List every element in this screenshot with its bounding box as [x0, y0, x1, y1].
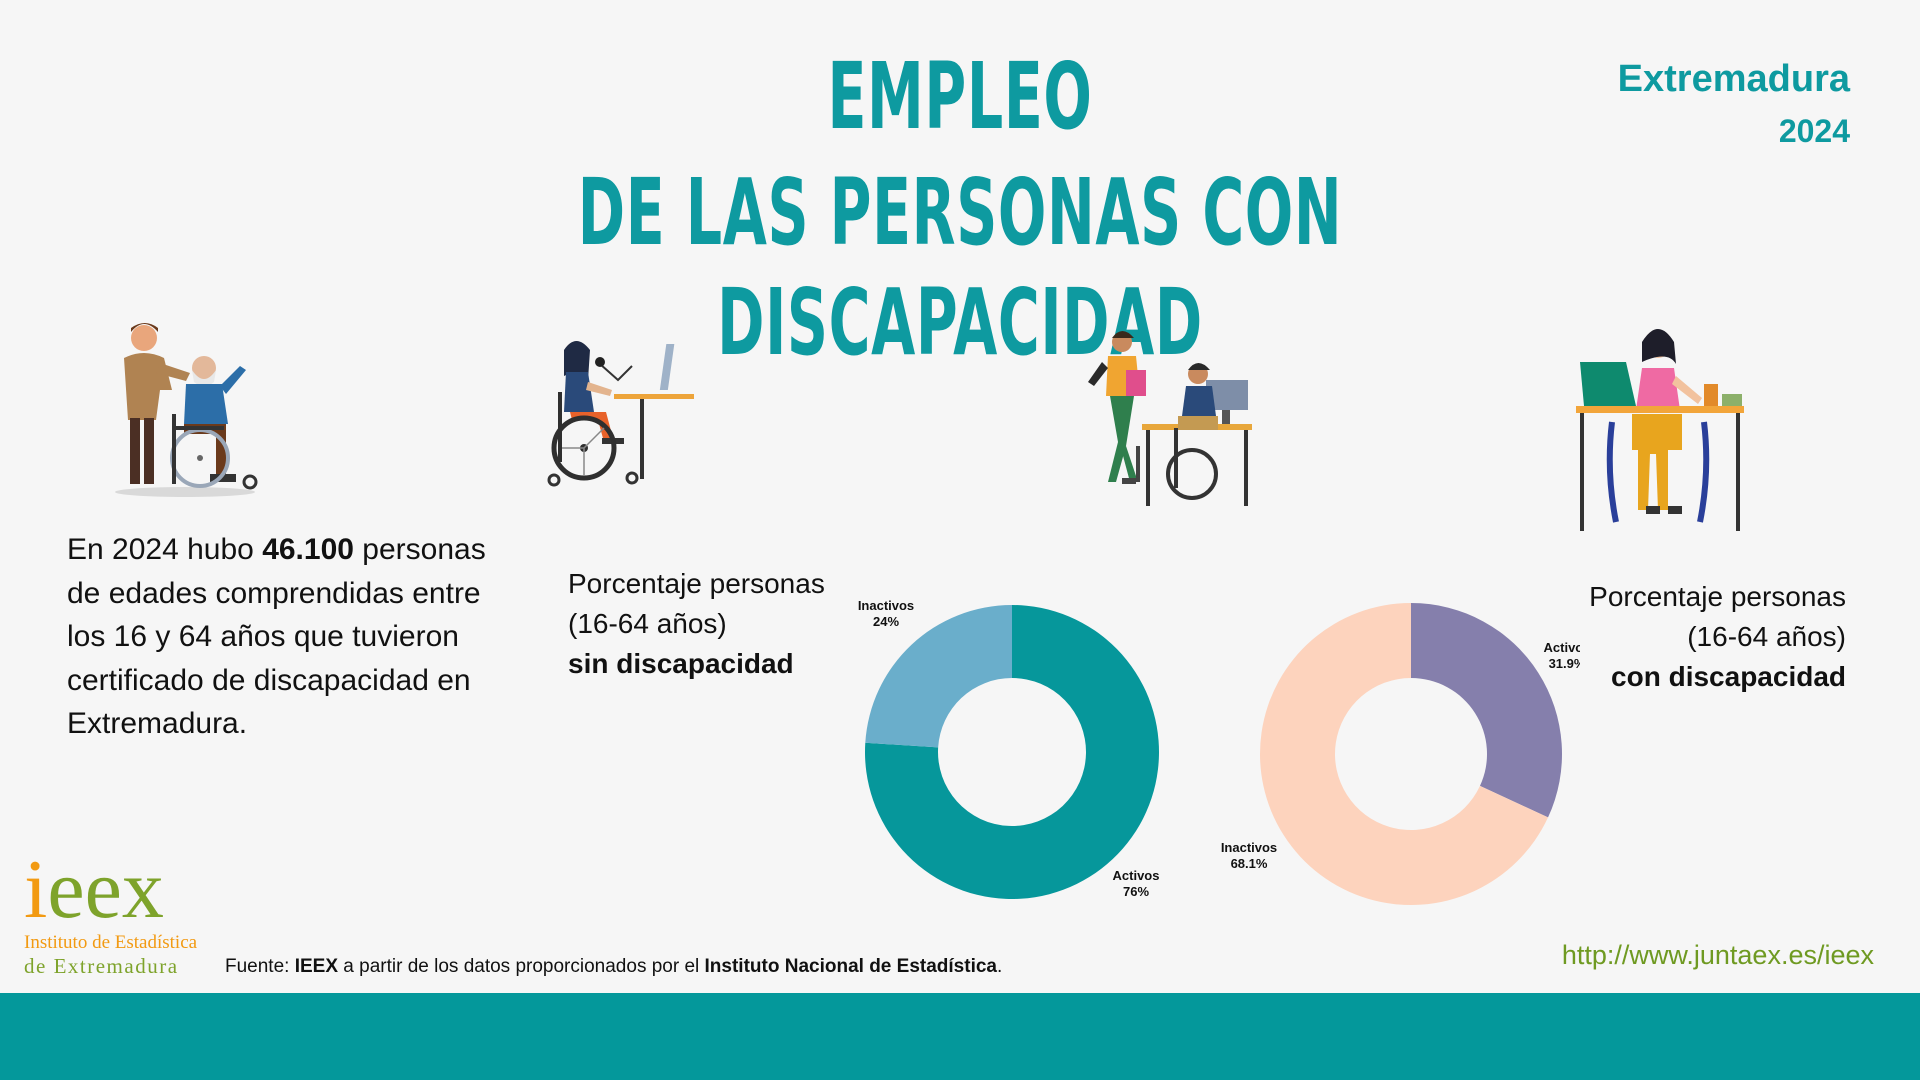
ieex-logo-line1: Instituto de Estadística	[24, 932, 198, 953]
website-link[interactable]: http://www.juntaex.es/ieex	[1561, 940, 1874, 970]
slice-label-name: Activos	[1113, 868, 1160, 883]
donut-slice-activos	[1411, 603, 1562, 818]
office-workers-illustration	[1088, 331, 1252, 506]
slice-label-value: 76%	[1123, 884, 1149, 899]
ieex-logo-mark-eex: eex	[47, 843, 164, 936]
slice-label-name: Activos	[1544, 640, 1580, 655]
chart-label-con-line3: con discapacidad	[1611, 661, 1846, 692]
region-block: Extremadura 2024	[1618, 58, 1850, 150]
chart-label-sin-line3: sin discapacidad	[568, 648, 794, 679]
slice-label-name: Inactivos	[1221, 840, 1277, 855]
donut-slice-inactivos	[1260, 603, 1549, 905]
source-prefix: Fuente:	[225, 956, 295, 977]
region-name: Extremadura	[1617, 58, 1850, 100]
ieex-logo: ieex Instituto de Estadística de Extrema…	[24, 848, 198, 979]
woman-wheelchair-podcast-illustration	[547, 341, 694, 487]
chart-label-con-line1: Porcentaje personas	[1589, 581, 1846, 612]
intro-text-before: En 2024 hubo	[67, 533, 263, 566]
woman-wheelchair-laptop-illustration	[1576, 329, 1744, 531]
source-ine: Instituto Nacional de Estadística	[704, 956, 997, 977]
slice-label-value: 68.1%	[1231, 856, 1268, 871]
intro-paragraph: En 2024 hubo 46.100 personas de edades c…	[67, 528, 487, 746]
title-line-1: EMPLEO	[827, 43, 1093, 150]
donut-slice-activos	[865, 605, 1159, 899]
intro-highlight-number: 46.100	[262, 533, 354, 566]
slice-label-value: 31.9%	[1549, 656, 1580, 671]
region-year: 2024	[1778, 113, 1850, 149]
intro-text-after: personas de edades comprendidas entre lo…	[67, 533, 486, 740]
chart-label-con: Porcentaje personas (16-64 años) con dis…	[1589, 577, 1846, 697]
chart-label-sin-line1: Porcentaje personas	[568, 568, 825, 599]
ieex-logo-line2: de Extremadura	[24, 954, 179, 978]
ieex-logo-mark-i: i	[24, 843, 48, 936]
chart-label-con-line2: (16-64 años)	[1687, 621, 1846, 652]
slice-label-name: Inactivos	[858, 598, 914, 613]
source-note: Fuente: IEEX a partir de los datos propo…	[225, 956, 1002, 978]
person-helping-wheelchair-user-illustration	[115, 323, 258, 497]
donut-slice-inactivos	[865, 605, 1012, 748]
source-org: IEEX	[294, 956, 339, 977]
footer-bar	[0, 993, 1920, 1080]
chart-label-sin: Porcentaje personas (16-64 años) sin dis…	[568, 564, 825, 684]
slice-label-value: 24%	[873, 614, 899, 629]
source-mid: a partir de los datos proporcionados por…	[338, 956, 705, 977]
ieex-logo-mark: ieex	[24, 848, 197, 932]
source-end: .	[996, 956, 1003, 977]
chart-label-sin-line2: (16-64 años)	[568, 608, 727, 639]
